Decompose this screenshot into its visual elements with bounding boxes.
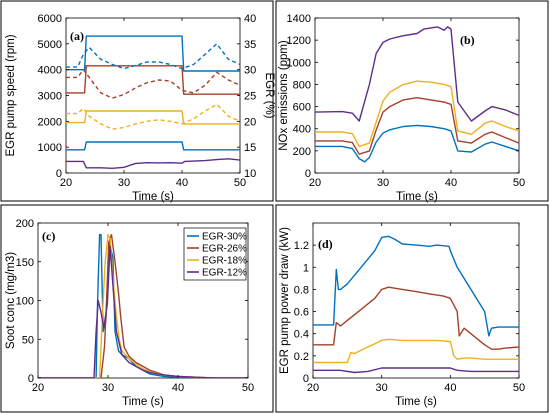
panel-a-ylabel: EGR pump speed (rpm): [5, 34, 17, 156]
series-line-4: [38, 245, 248, 378]
x-tick-label: 20: [60, 177, 72, 189]
series-line-1: [38, 233, 248, 378]
series-line-1: [66, 35, 240, 72]
y-tick-label: 0: [28, 373, 34, 385]
series-line-3: [313, 338, 519, 364]
series-line-4: [66, 141, 240, 151]
y-tick-label: 1: [303, 262, 309, 274]
series-line-7: [66, 68, 240, 99]
x-tick-label: 40: [444, 382, 456, 394]
series-line-8: [66, 103, 240, 130]
series-line-4: [313, 367, 519, 374]
panel-b: 20 30 40 50 0 200 400 600 800 1000 1200 1400 (b) Ti…: [278, 13, 525, 203]
y2-tick-label: 30: [244, 65, 256, 77]
series-line-3: [66, 110, 240, 125]
series-line-6: [66, 43, 240, 70]
y-tick-label: 5000: [38, 39, 62, 51]
x-tick-label: 30: [118, 177, 130, 189]
x-tick-label: 40: [176, 177, 188, 189]
y2-tick-label: 15: [244, 142, 256, 154]
panel-b-ylabel: NOx emissions (ppm): [278, 40, 290, 151]
y-tick-label: 3000: [38, 91, 62, 103]
panel-a-border: [0, 0, 274, 202]
y-tick-label: 0.4: [294, 329, 309, 341]
panel-c-xlabel: Time (s): [122, 396, 164, 408]
panel-d-border: [275, 204, 549, 413]
series-line-2: [313, 286, 519, 350]
y-tick-label: 0.8: [294, 284, 309, 296]
x-tick-label: 30: [376, 382, 388, 394]
legend-entry: EGR-26%: [202, 244, 247, 255]
y-tick-label: 0: [56, 168, 62, 180]
y-tick-label: 0.6: [294, 307, 309, 319]
panel-d-xlabel: Time (s): [395, 396, 437, 408]
series-line-1: [313, 235, 519, 337]
panel-a-plot-area: [65, 17, 241, 174]
y2-tick-label: 40: [244, 13, 256, 25]
y2-tick-label: 10: [244, 168, 256, 180]
x-tick-label: 50: [513, 382, 525, 394]
panel-d: 20 30 40 50 0 0.2 0.4 0.6 0.8 1 1.2 (d) Time (s) E…: [279, 222, 525, 408]
panel-a-y2label: EGR (%): [263, 73, 275, 119]
panel-c-tag: (c): [42, 229, 55, 243]
y-tick-label: 150: [16, 257, 34, 269]
y-tick-label: 4000: [38, 65, 62, 77]
legend-entry: EGR-18%: [202, 256, 247, 267]
y-tick-label: 0: [303, 373, 309, 385]
y-tick-label: 1400: [287, 13, 311, 25]
x-tick-label: 50: [513, 177, 525, 189]
panel-d-ylabel: EGR pump power draw (kW): [279, 227, 291, 374]
panel-c-border: [0, 204, 274, 413]
x-tick-label: 30: [377, 177, 389, 189]
y-tick-label: 200: [293, 146, 311, 158]
panel-a: 20 30 40 50 0 1000 2000 3000 4000 5000 6000 10 15 20 2…: [5, 13, 275, 203]
y-tick-label: 0.2: [294, 351, 309, 363]
panel-d-plot-area: [312, 222, 520, 379]
panel-c-ylabel: Soot conc (mg/m3): [5, 252, 17, 349]
y-tick-label: 50: [22, 334, 34, 346]
panel-b-plot-area: [314, 17, 520, 174]
panel-c-legend: EGR-30%EGR-26%EGR-18%EGR-12%: [183, 227, 247, 281]
panel-c: 20 30 40 50 0 50 100 150 200 (c) Time (s) Soot c…: [5, 218, 254, 408]
y-tick-label: 1200: [287, 35, 311, 47]
y-tick-label: 600: [293, 102, 311, 114]
y-tick-label: 1.2: [294, 240, 309, 252]
y2-tick-label: 25: [244, 91, 256, 103]
y-tick-label: 1000: [38, 142, 62, 154]
x-tick-label: 50: [242, 382, 254, 394]
x-tick-label: 40: [172, 382, 184, 394]
series-line-1: [315, 26, 519, 122]
x-tick-label: 30: [102, 382, 114, 394]
panel-a-tag: (a): [70, 29, 84, 43]
y-tick-label: 200: [16, 218, 34, 230]
y-tick-label: 1000: [287, 57, 311, 69]
series-line-4: [315, 124, 519, 163]
panel-d-tag: (d): [318, 237, 333, 251]
legend-entry: EGR-12%: [202, 268, 247, 279]
panel-a-xlabel: Time (s): [132, 191, 174, 203]
y2-tick-label: 20: [244, 116, 256, 128]
y-tick-label: 100: [16, 296, 34, 308]
panel-b-tag: (b): [460, 33, 475, 47]
y-tick-label: 0: [305, 168, 311, 180]
series-line-2: [315, 80, 519, 148]
x-tick-label: 20: [307, 382, 319, 394]
series-line-3: [315, 96, 519, 155]
x-tick-label: 20: [309, 177, 321, 189]
y-tick-label: 6000: [38, 13, 62, 25]
x-tick-label: 20: [32, 382, 44, 394]
x-tick-label: 40: [445, 177, 457, 189]
y-tick-label: 2000: [38, 116, 62, 128]
panel-b-xlabel: Time (s): [396, 191, 438, 203]
y2-tick-label: 35: [244, 39, 256, 51]
x-tick-label: 50: [234, 177, 246, 189]
y-tick-label: 800: [293, 79, 311, 91]
y-tick-label: 400: [293, 124, 311, 136]
series-line-5: [66, 158, 240, 170]
legend-entry: EGR-30%: [202, 232, 247, 243]
panel-b-border: [275, 0, 549, 202]
